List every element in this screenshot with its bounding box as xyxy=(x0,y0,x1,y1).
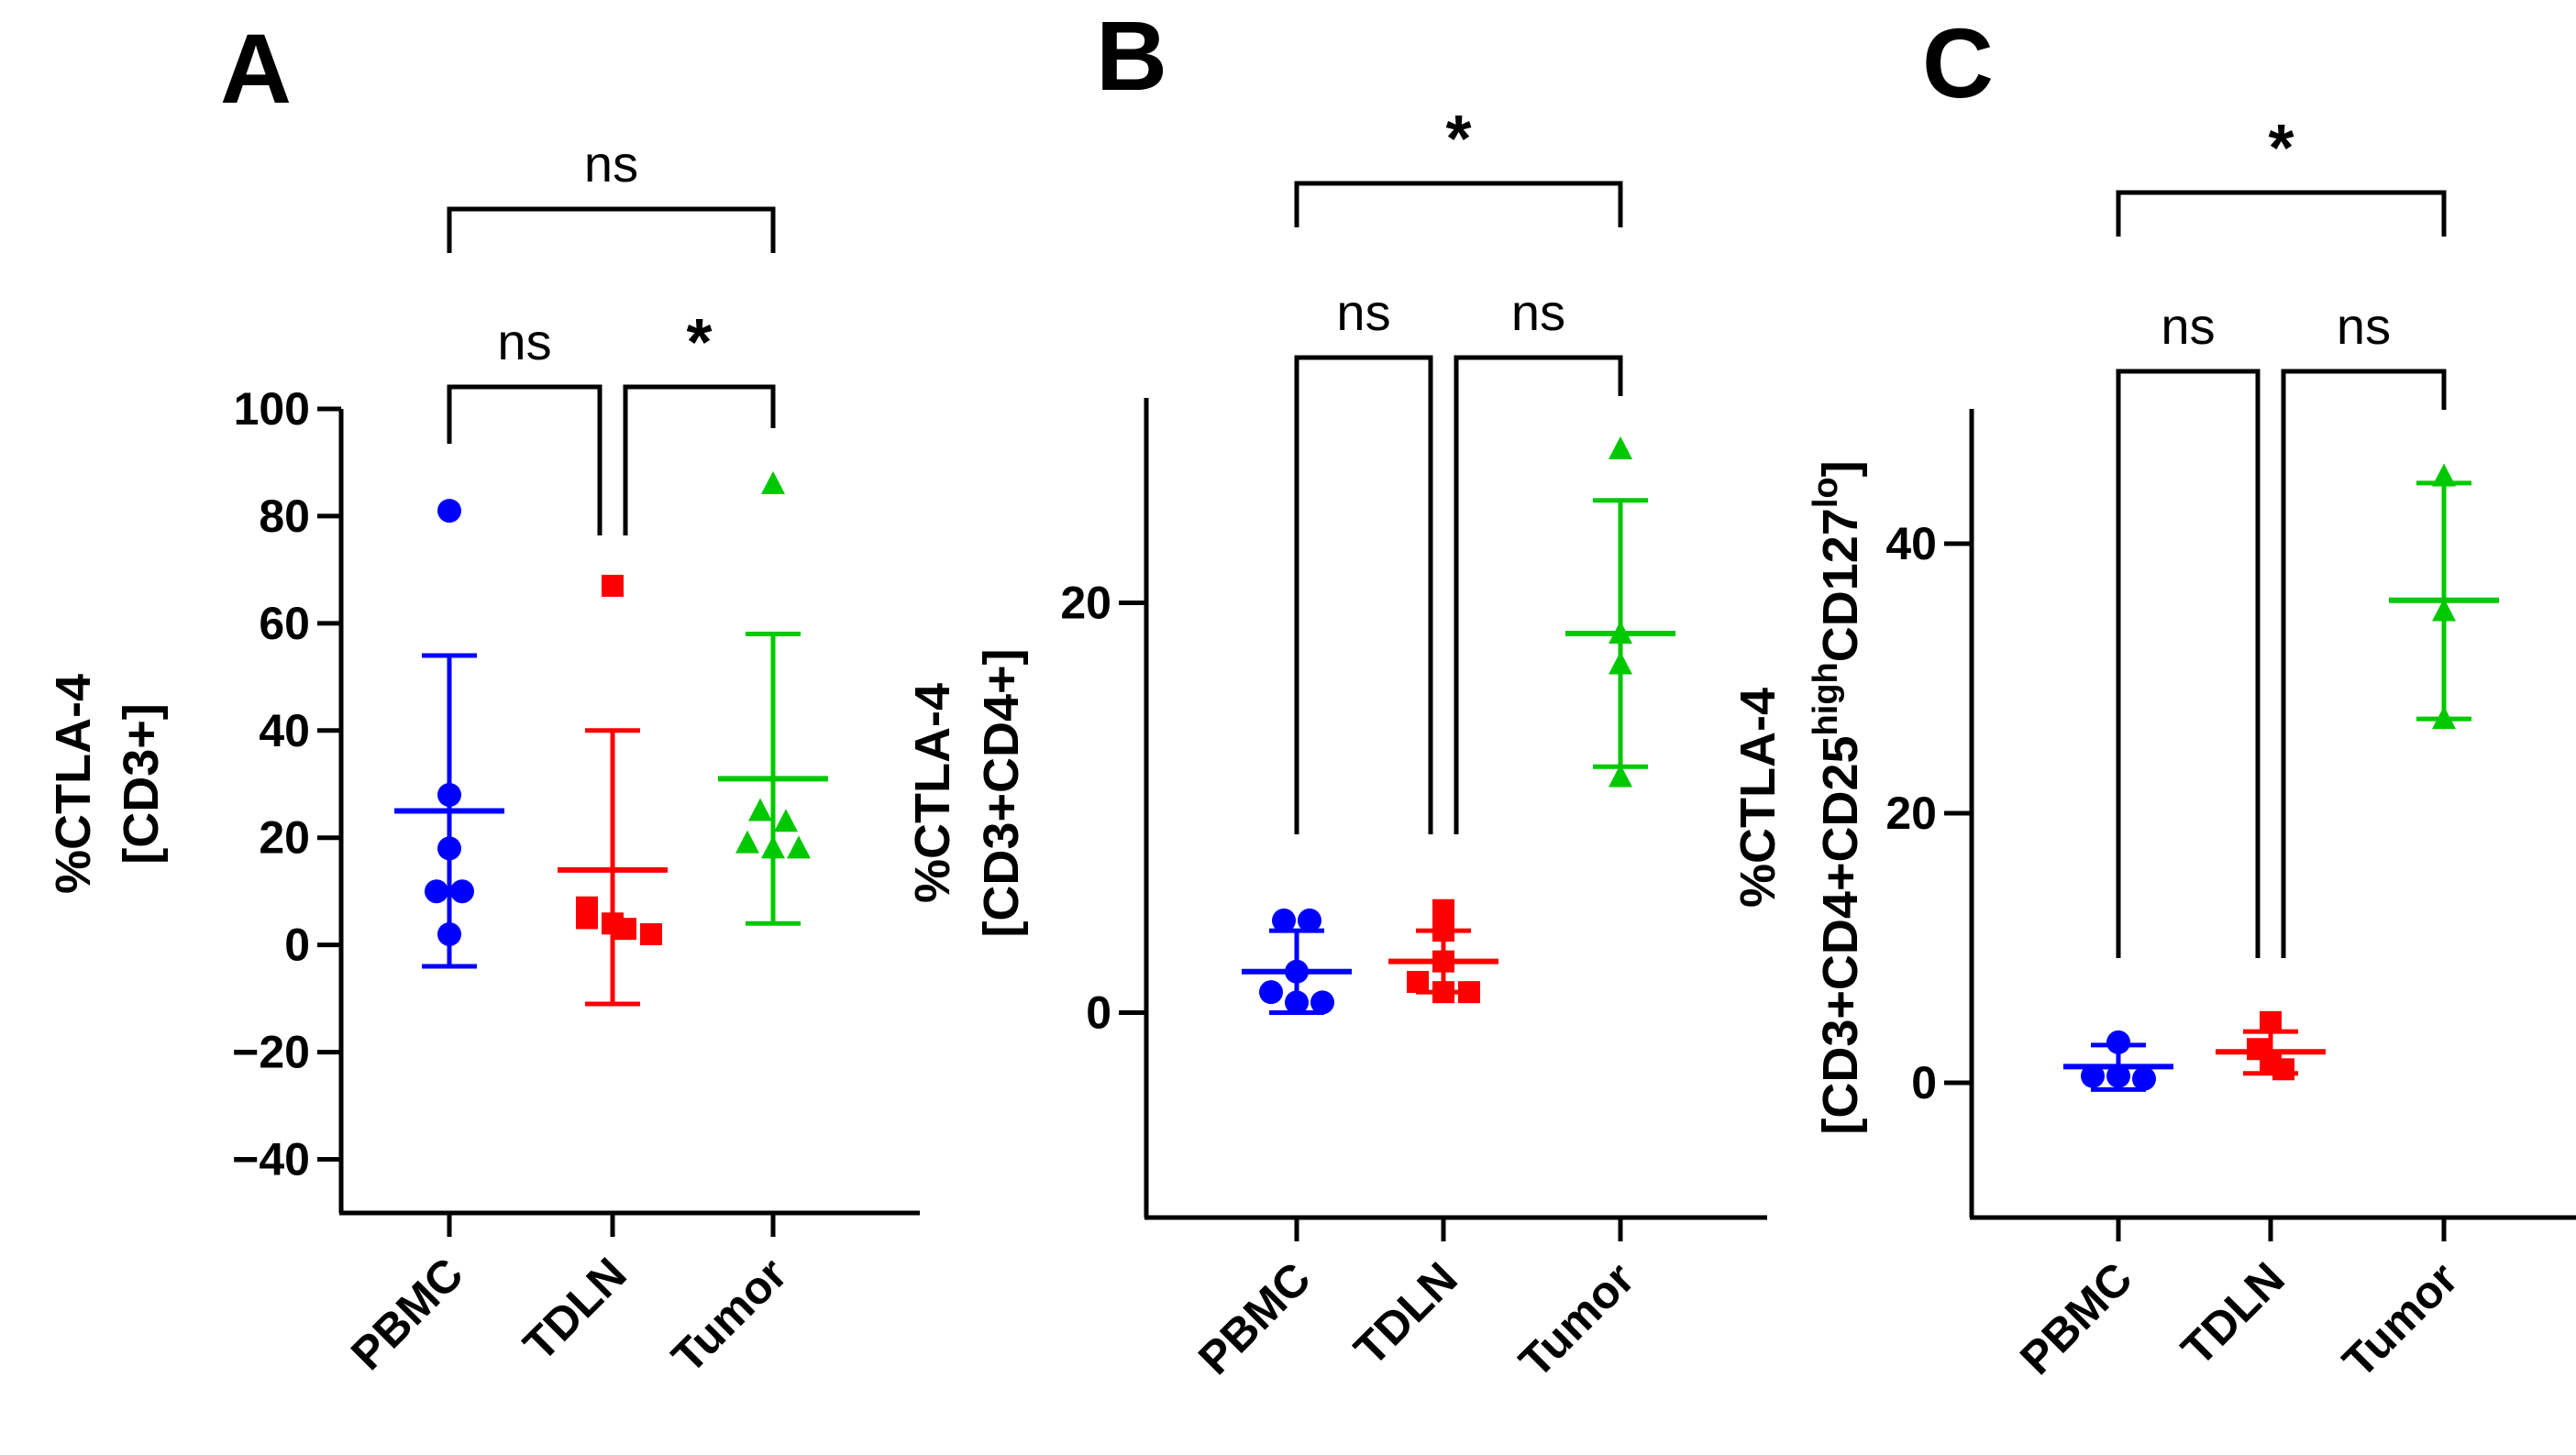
data-point xyxy=(1458,981,1480,1004)
data-point xyxy=(640,922,662,945)
significance-bracket xyxy=(1454,355,1623,834)
y-tick-label: −20 xyxy=(232,1027,310,1078)
x-tick-label: Tumor xyxy=(2333,1252,2468,1387)
data-point xyxy=(761,835,785,859)
data-point xyxy=(1609,764,1632,788)
significance-label: * xyxy=(686,306,712,380)
data-point xyxy=(1432,920,1454,942)
y-axis-label: %CTLA-4 xyxy=(46,674,101,894)
data-point xyxy=(1259,980,1283,1005)
significance-bracket xyxy=(447,384,603,535)
data-point xyxy=(437,782,461,807)
x-tick-label: Tumor xyxy=(1509,1252,1644,1387)
significance-bracket xyxy=(623,384,776,535)
superscript-segment: lo xyxy=(1807,477,1845,508)
data-point xyxy=(2081,1064,2105,1088)
panel-a: A 100 80 60 40 20 0 −20 −40 PBMC TDLN Tumor %CTLA-4… xyxy=(46,13,920,1383)
y-tick-label: 20 xyxy=(1060,578,1111,629)
x-tick-label: TDLN xyxy=(2172,1252,2294,1375)
data-point xyxy=(787,835,811,859)
data-point xyxy=(2432,463,2456,487)
y-tick-label: 40 xyxy=(1885,518,1937,569)
data-point xyxy=(1432,981,1454,1004)
data-point xyxy=(2106,1030,2130,1054)
y-tick-label: 80 xyxy=(259,491,310,542)
y-tick-label: 40 xyxy=(259,705,310,756)
data-point xyxy=(1432,950,1454,973)
data-point xyxy=(2106,1064,2130,1088)
y-axis-label: %CTLA-4 xyxy=(905,683,960,903)
data-point xyxy=(437,499,461,524)
data-point xyxy=(2432,598,2456,622)
significance-label: ns xyxy=(1511,283,1565,341)
x-tick-label: Tumor xyxy=(662,1248,797,1383)
significance-label: ns xyxy=(2161,297,2215,355)
data-point xyxy=(1285,959,1309,984)
label-segment: ] xyxy=(1813,460,1868,477)
x-tick-label: PBMC xyxy=(1188,1252,1321,1384)
data-point xyxy=(1310,990,1334,1015)
significance-label: * xyxy=(1445,103,1471,176)
data-point xyxy=(2432,706,2456,730)
y-tick-label: 0 xyxy=(284,920,310,971)
data-point xyxy=(735,830,759,854)
data-point xyxy=(761,470,785,494)
data-point xyxy=(602,574,624,597)
data-point xyxy=(2272,1058,2294,1081)
y-axis-label: %CTLA-4 xyxy=(1730,688,1786,908)
panel-b: B 20 0 PBMC TDLN Tumor %CTLA-4 [CD3+CD4+] ns ns * xyxy=(905,0,1767,1387)
panel-letter: B xyxy=(1096,0,1167,111)
label-segment: [CD3+CD4+CD25 xyxy=(1813,735,1868,1134)
significance-label: ns xyxy=(584,135,638,193)
y-tick-label: 0 xyxy=(1086,987,1111,1039)
significance-bracket xyxy=(447,206,776,253)
y-axis-label-line2: [CD3+] xyxy=(114,703,169,865)
significance-bracket xyxy=(1294,355,1433,834)
y-tick-label: −40 xyxy=(232,1134,310,1185)
label-segment: CD127 xyxy=(1813,508,1868,662)
x-tick-label: TDLN xyxy=(1344,1252,1467,1375)
data-point xyxy=(1432,898,1454,921)
data-point xyxy=(1272,908,1296,932)
y-tick-label: 60 xyxy=(259,598,310,649)
data-point xyxy=(748,798,772,821)
panel-c: C 40 20 0 PBMC TDLN Tumor %CTLA-4 [CD3+CD4+CD25… xyxy=(1730,7,2576,1387)
data-point xyxy=(450,879,474,904)
y-axis-label-line2: [CD3+CD4+] xyxy=(974,648,1029,937)
x-tick-label: PBMC xyxy=(341,1248,473,1380)
data-point xyxy=(1285,990,1309,1015)
data-point xyxy=(437,836,461,861)
y-axis-label-line2: [CD3+CD4+CD25highCD127lo] xyxy=(1807,460,1868,1134)
data-point xyxy=(1298,908,1321,932)
significance-label: ns xyxy=(2337,297,2391,355)
x-tick-label: PBMC xyxy=(2010,1252,2142,1384)
y-tick-label: 20 xyxy=(1885,788,1937,839)
significance-label: * xyxy=(2268,112,2294,185)
x-tick-label: TDLN xyxy=(514,1248,636,1371)
data-point xyxy=(1609,621,1632,645)
significance-bracket xyxy=(2116,190,2447,237)
data-point xyxy=(2260,1010,2282,1033)
significance-bracket xyxy=(2116,369,2261,958)
y-tick-label: 100 xyxy=(234,383,310,435)
y-tick-label: 20 xyxy=(259,812,310,864)
data-point xyxy=(614,918,636,941)
y-tick-label: 0 xyxy=(1911,1057,1937,1108)
significance-label: ns xyxy=(497,313,551,370)
significance-label: ns xyxy=(1336,283,1390,341)
data-point xyxy=(1609,435,1632,459)
data-point xyxy=(425,879,448,904)
data-point xyxy=(2132,1066,2156,1091)
superscript-segment: high xyxy=(1807,662,1845,735)
data-point xyxy=(774,809,798,832)
data-point xyxy=(576,907,598,930)
panel-letter: C xyxy=(1922,7,1994,118)
significance-bracket xyxy=(1294,181,1623,227)
panel-letter: A xyxy=(220,13,292,124)
data-point xyxy=(437,921,461,946)
significance-bracket xyxy=(2281,369,2447,958)
data-point xyxy=(1609,651,1632,675)
data-point xyxy=(1407,970,1429,993)
